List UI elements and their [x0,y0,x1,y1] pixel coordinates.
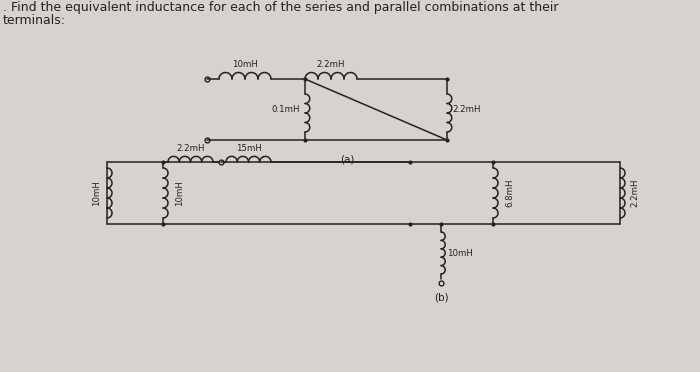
Text: 10mH: 10mH [175,180,184,206]
Text: 2.2mH: 2.2mH [452,105,480,114]
Text: 2.2mH: 2.2mH [316,60,345,69]
Text: 10mH: 10mH [447,250,473,259]
Text: 10mH: 10mH [232,60,258,69]
Text: 10mH: 10mH [92,180,102,206]
Text: 2.2mH: 2.2mH [630,179,639,207]
Text: 2.2mH: 2.2mH [176,144,204,153]
Text: (a): (a) [340,154,354,164]
Text: 6.8mH: 6.8mH [505,179,514,207]
Text: terminals:: terminals: [3,14,66,27]
Text: . Find the equivalent inductance for each of the series and parallel combination: . Find the equivalent inductance for eac… [3,1,559,14]
Text: 0.1mH: 0.1mH [272,105,300,114]
Text: 15mH: 15mH [236,144,261,153]
Text: (b): (b) [434,292,448,302]
